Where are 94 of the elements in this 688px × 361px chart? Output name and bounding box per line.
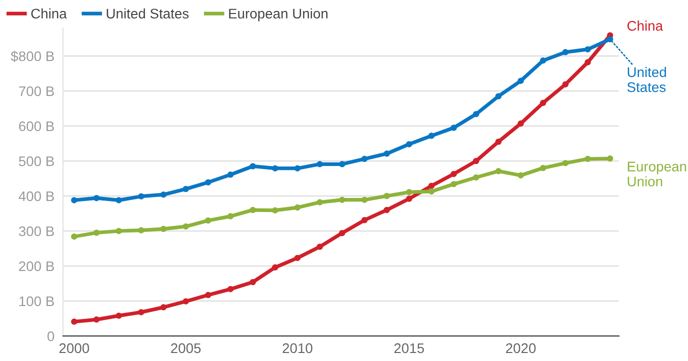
point <box>361 196 368 203</box>
point <box>518 172 524 178</box>
point <box>472 110 480 118</box>
point <box>428 182 435 189</box>
point <box>450 180 457 188</box>
point <box>250 206 256 214</box>
point <box>93 230 100 236</box>
point <box>338 230 346 236</box>
point <box>71 233 78 240</box>
point <box>495 93 502 100</box>
point <box>205 292 212 298</box>
y-tick-label: 100 B <box>19 296 54 306</box>
point <box>182 223 189 230</box>
point <box>450 124 457 131</box>
point <box>406 189 412 196</box>
point <box>294 165 301 172</box>
text: United States <box>627 66 666 92</box>
point <box>540 100 546 106</box>
point <box>160 304 167 310</box>
point <box>540 57 546 64</box>
y-tick-label: 300 B <box>18 226 54 236</box>
point <box>361 217 368 224</box>
point <box>450 170 457 178</box>
text: China <box>627 20 664 31</box>
point <box>182 186 189 192</box>
point <box>518 120 524 127</box>
point <box>584 46 591 52</box>
y-tick-label: 500 B <box>18 156 54 166</box>
point <box>294 204 301 211</box>
y-tick-label: 0 <box>47 331 54 342</box>
point <box>294 254 301 262</box>
legend-label: European Union <box>229 8 328 22</box>
point <box>338 196 346 203</box>
point <box>227 172 234 178</box>
point <box>584 59 591 66</box>
point <box>472 158 480 164</box>
legend-label: China <box>31 8 67 19</box>
point <box>316 244 323 250</box>
y-tick-label: 400 B <box>18 191 54 202</box>
point <box>71 197 78 204</box>
point <box>406 196 412 202</box>
point <box>93 316 100 323</box>
point <box>116 228 122 234</box>
point <box>316 199 323 206</box>
point <box>428 188 435 195</box>
y-tick-label: 600 B <box>19 121 54 132</box>
point <box>584 156 591 162</box>
x-tick-label: 2005 <box>171 343 201 354</box>
point <box>205 217 212 224</box>
point <box>472 174 480 181</box>
point <box>384 150 390 157</box>
point <box>116 312 122 319</box>
y-tick-label: $800 B <box>10 50 54 62</box>
point <box>138 193 144 200</box>
point <box>495 168 502 174</box>
point <box>606 36 614 42</box>
point <box>495 138 502 145</box>
point <box>540 164 546 172</box>
x-tick-label: 2015 <box>394 343 424 354</box>
legend-label: United States <box>106 8 189 19</box>
point <box>562 81 569 88</box>
point <box>250 163 256 170</box>
point <box>562 160 569 166</box>
point <box>562 49 569 56</box>
point <box>384 206 390 214</box>
point <box>116 197 122 204</box>
point <box>182 298 189 304</box>
point <box>227 213 234 220</box>
point <box>606 155 614 162</box>
text: European Union <box>628 162 686 186</box>
x-tick-label: 2010 <box>282 343 312 354</box>
point <box>138 227 144 234</box>
point <box>272 165 278 172</box>
x-tick-label: 2020 <box>506 343 536 354</box>
point <box>138 309 144 316</box>
point <box>205 179 212 186</box>
y-tick-label: 700 B <box>19 86 54 96</box>
point <box>93 194 100 202</box>
point <box>316 161 323 168</box>
y-tick-label: 200 B <box>19 261 54 272</box>
point <box>71 318 78 325</box>
point <box>272 207 278 214</box>
point <box>518 78 524 84</box>
point <box>160 226 167 232</box>
point <box>406 141 412 148</box>
x-tick-label: 2000 <box>59 343 90 354</box>
point <box>272 264 278 271</box>
point <box>227 286 234 292</box>
point <box>428 132 435 139</box>
point <box>361 156 368 162</box>
point <box>338 161 346 168</box>
point <box>384 192 390 200</box>
point <box>250 278 256 286</box>
point <box>160 191 167 198</box>
